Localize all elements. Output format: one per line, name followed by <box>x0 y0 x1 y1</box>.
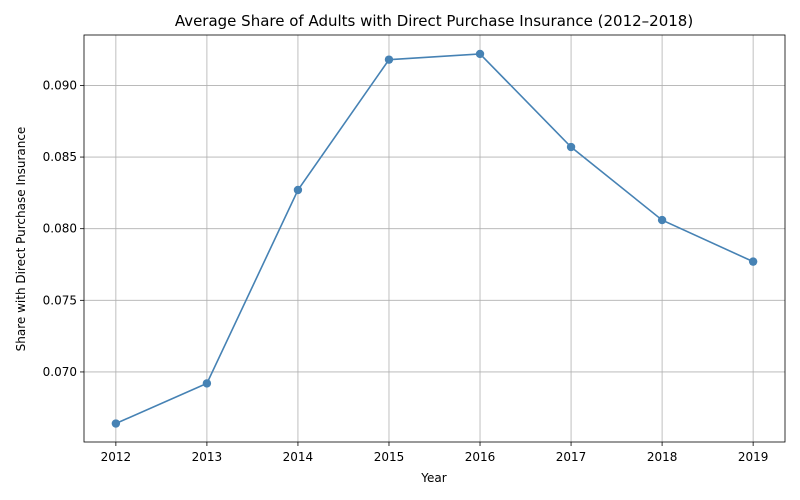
y-tick-label: 0.085 <box>43 150 77 164</box>
y-tick-label: 0.070 <box>43 365 77 379</box>
data-points <box>111 49 758 428</box>
data-point <box>657 215 667 225</box>
data-point <box>748 257 758 266</box>
x-tick-label: 2015 <box>374 450 405 464</box>
x-axis-label: Year <box>420 471 446 485</box>
series-line <box>115 53 754 425</box>
grid <box>84 35 785 442</box>
x-tick-label: 2019 <box>738 450 769 464</box>
y-tick-label: 0.080 <box>43 222 77 236</box>
x-tick-label: 2013 <box>192 450 223 464</box>
data-point <box>475 49 485 59</box>
y-tick-label: 0.075 <box>43 293 77 307</box>
x-tick-label: 2016 <box>465 450 496 464</box>
x-tick-label: 2018 <box>647 450 678 464</box>
x-tick-label: 2012 <box>101 450 132 464</box>
data-point <box>111 419 121 428</box>
chart-title: Average Share of Adults with Direct Purc… <box>175 12 693 30</box>
y-tick-label: 0.090 <box>43 78 77 92</box>
x-tick-label: 2017 <box>556 450 587 464</box>
x-axis-ticks: 2012 2013 2014 2015 2016 2017 2018 2019 <box>101 442 769 464</box>
series-line-group <box>115 53 754 425</box>
plot-frame <box>83 34 786 443</box>
data-point <box>293 185 303 195</box>
data-point <box>384 55 394 64</box>
y-axis-ticks: 0.070 0.075 0.080 0.085 0.090 <box>43 78 84 379</box>
x-tick-label: 2014 <box>283 450 314 464</box>
data-point <box>202 379 212 388</box>
data-point <box>566 142 576 152</box>
y-axis-label: Share with Direct Purchase Insurance <box>14 127 28 352</box>
